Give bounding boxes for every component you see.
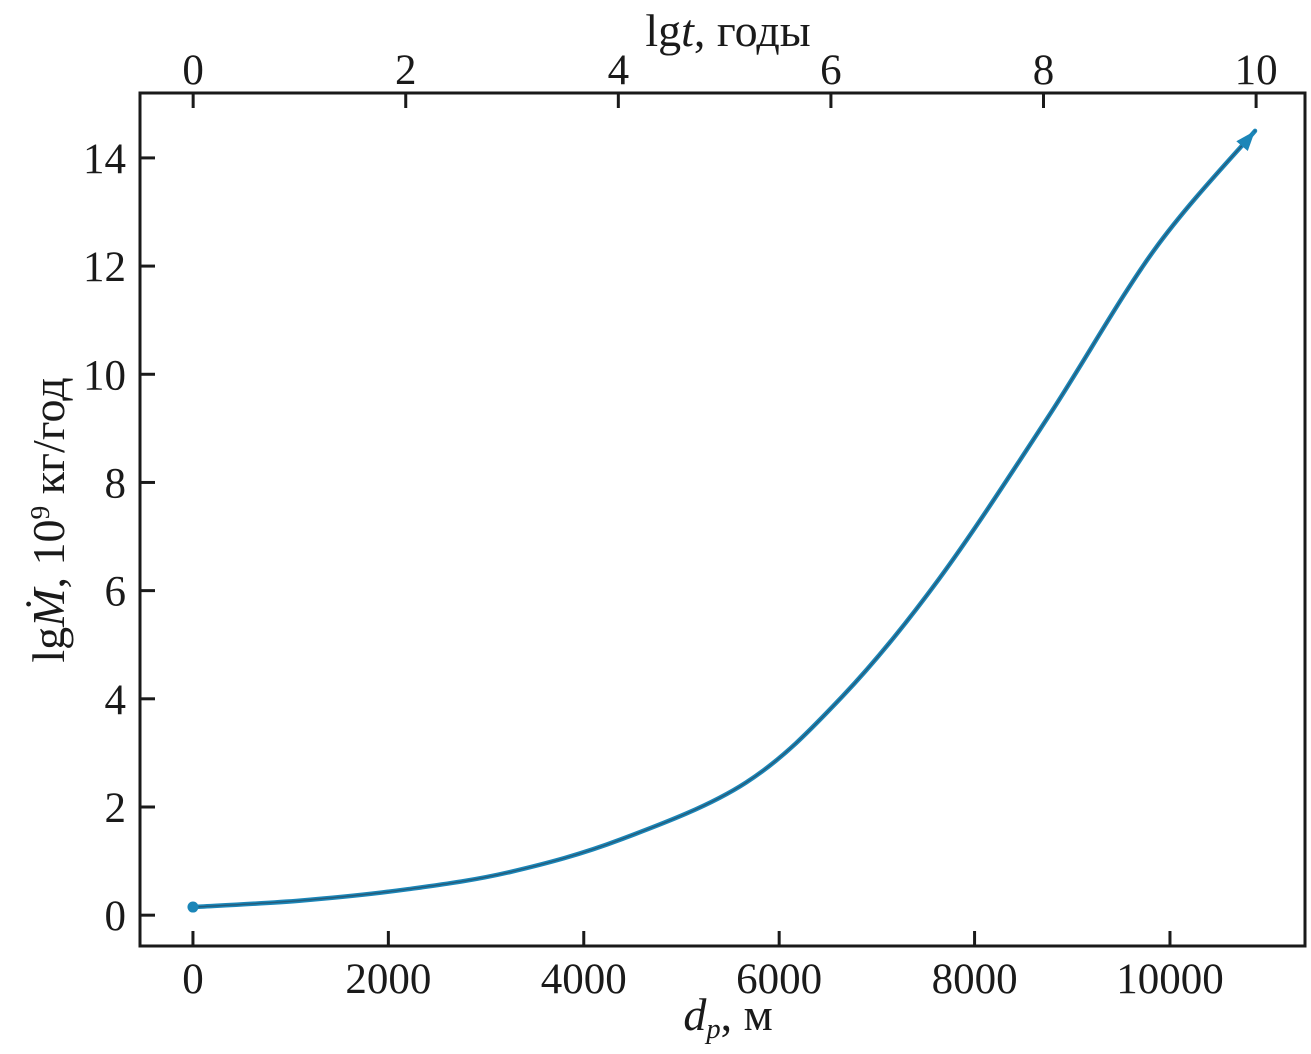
bottom-tick-label: 2000 — [345, 956, 431, 1003]
top-tick-label: 2 — [395, 47, 417, 94]
left-tick-label: 4 — [105, 677, 127, 724]
data-curve-core — [192, 130, 1256, 908]
title-part: кг/год — [23, 377, 74, 506]
data-curve — [190, 128, 1258, 910]
bottom-tick-label: 4000 — [541, 956, 627, 1003]
bottom-tick-label: 6000 — [736, 956, 822, 1003]
left-tick-label: 2 — [105, 785, 127, 832]
title-part: 9 — [23, 505, 55, 520]
left-tick-label: 12 — [83, 244, 126, 291]
left-tick-label: 0 — [105, 893, 127, 940]
title-part: d — [683, 989, 707, 1040]
bottom-axis-title: dp, м — [428, 989, 1028, 1045]
top-axis-title: lgt, годы — [428, 5, 1028, 57]
bottom-tick-label: 8000 — [932, 956, 1018, 1003]
left-tick-label: 14 — [83, 136, 126, 183]
left-axis-title: lgṀ, 109 кг/год — [23, 220, 80, 820]
title-part: p — [706, 1013, 721, 1045]
left-tick-label: 6 — [105, 569, 127, 616]
top-tick-label: 4 — [608, 47, 630, 94]
bottom-tick-label: 0 — [182, 956, 204, 1003]
curve-end-arrow-icon — [1236, 130, 1255, 151]
top-tick-label: 8 — [1033, 47, 1055, 94]
top-tick-label: 6 — [820, 47, 842, 94]
title-part: t — [681, 5, 694, 56]
title-part: lg — [23, 626, 74, 663]
title-part: lg — [645, 5, 682, 56]
top-tick-label: 0 — [182, 47, 204, 94]
plot-border — [138, 91, 1307, 948]
left-tick-label: 10 — [83, 352, 126, 399]
bottom-tick-label: 10000 — [1116, 956, 1224, 1003]
top-tick-label: 10 — [1235, 47, 1278, 94]
title-part: , м — [720, 989, 773, 1040]
title-part: Ṁ — [23, 588, 74, 627]
curve-start-dot — [187, 901, 199, 913]
title-part: , годы — [693, 5, 811, 56]
left-tick-label: 8 — [105, 460, 127, 507]
title-part: , 10 — [23, 519, 74, 589]
